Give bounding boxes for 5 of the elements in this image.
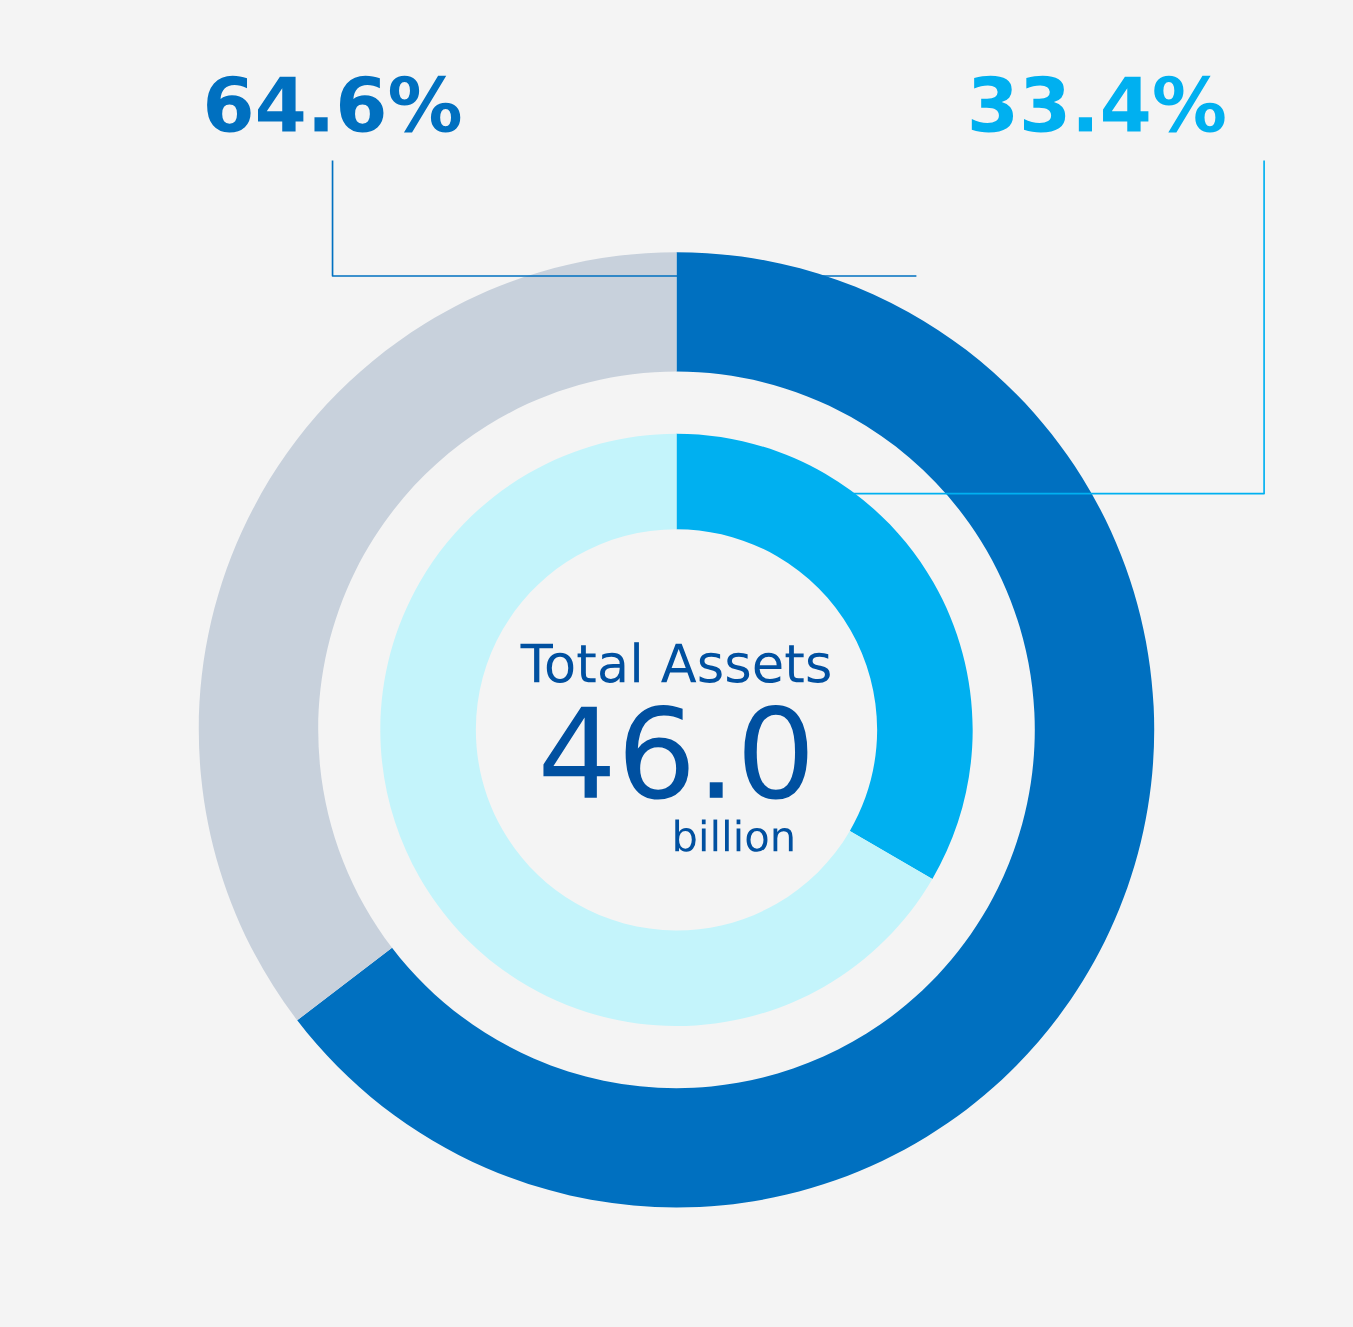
data-label: 33.4% (971, 75, 1225, 133)
text: 46.0 (543, 705, 808, 800)
data-label: 64.6% (207, 75, 461, 133)
text: billion (675, 819, 793, 852)
text: Total Assets (520, 642, 830, 684)
